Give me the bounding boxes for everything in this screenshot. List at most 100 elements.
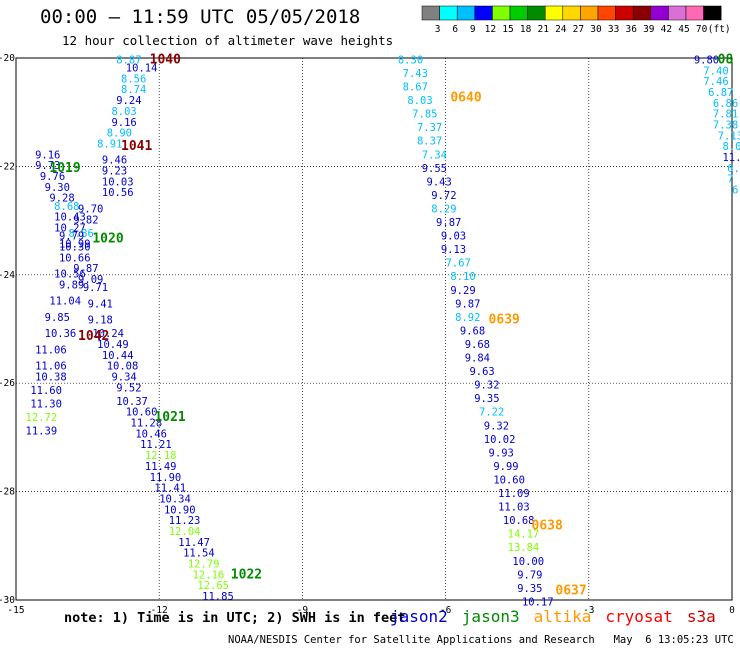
wave-height-point: 10.37 — [116, 396, 148, 408]
pass-label: 1019 — [49, 161, 80, 176]
wave-height-point: 8.74 — [121, 84, 146, 96]
wave-height-point: 9.29 — [450, 285, 475, 297]
wave-height-point: 10.38 — [35, 371, 67, 383]
pass-label: 0637 — [555, 584, 586, 599]
legend-item-jason3: jason3 — [461, 607, 520, 626]
wave-height-point: 11.49 — [145, 461, 177, 473]
wave-height-point: 9.73 — [35, 160, 60, 172]
wave-height-point: 10.44 — [102, 350, 134, 362]
wave-height-point: 10.08 — [107, 361, 139, 373]
pass-label: 1042 — [78, 329, 109, 344]
wave-height-point: 8.91 — [97, 138, 122, 150]
x-tick-label: -15 — [7, 605, 24, 616]
wave-height-point: 12.79 — [188, 558, 220, 570]
wave-height-point: 11.60 — [30, 385, 62, 397]
wave-height-point: 11.28 — [131, 418, 163, 430]
wave-height-point: 10.60 — [126, 407, 158, 419]
satellite-legend: jason2 jason3 altika cryosat s3a — [390, 607, 730, 626]
pass-label: 0638 — [532, 519, 563, 534]
wave-height-point: 11.09 — [498, 488, 530, 500]
wave-height-point: 9.52 — [116, 382, 141, 394]
wave-height-point: 9.30 — [45, 182, 70, 194]
wave-height-point: 8.87 — [116, 54, 141, 66]
wave-height-point: 8.92 — [455, 312, 480, 324]
wave-height-point: 9.18 — [88, 315, 113, 327]
scale-label: 9 — [470, 24, 476, 35]
wave-height-point: 11.21 — [140, 439, 172, 451]
wave-height-point: 11.54 — [183, 548, 215, 560]
wave-height-point: 10.43 — [54, 212, 86, 224]
wave-height-point: 8.56 — [121, 73, 146, 85]
wave-height-point: 11.47 — [178, 537, 210, 549]
wave-height-point: 9.68 — [465, 339, 490, 351]
pass-label: 0639 — [489, 313, 520, 328]
wave-height-point: 8.03 — [407, 95, 432, 107]
wave-height-point: 12.18 — [145, 450, 177, 462]
wave-height-point: 9.70 — [78, 203, 103, 215]
wave-height-point: 9.85 — [45, 312, 70, 324]
wave-height-point: 11.03 — [498, 502, 530, 514]
wave-height-point: 11.90 — [150, 472, 182, 484]
wave-height-point: 11.06 — [35, 344, 67, 356]
pass-label: 1021 — [154, 410, 185, 425]
wave-height-point: 11.06 — [35, 361, 67, 373]
pass-label: 08 — [718, 52, 734, 67]
wave-height-point: 6.86 — [713, 98, 738, 110]
scale-label: 15 — [502, 24, 513, 35]
wave-height-point: 10.14 — [126, 63, 158, 75]
wave-height-point: 9.35 — [474, 393, 499, 405]
wave-height-point: 7.46 — [703, 76, 728, 88]
wave-height-point: 9.87 — [455, 298, 480, 310]
x-tick-label: -3 — [583, 605, 594, 616]
wave-height-point: 12.65 — [197, 580, 229, 592]
wave-height-point: 8.30 — [398, 54, 423, 66]
scale-label: (ft) — [708, 24, 731, 35]
wave-height-point: 8.90 — [107, 128, 132, 140]
wave-height-point: 9.87 — [436, 217, 461, 229]
y-tick-label: -28 — [0, 487, 15, 498]
wave-height-point: 8.67 — [403, 82, 428, 94]
wave-height-point: 11.39 — [26, 426, 58, 438]
wave-height-point: 8.86 — [69, 228, 94, 240]
wave-height-point: 9.24 — [116, 95, 141, 107]
wave-height-point: 11.85 — [202, 591, 234, 603]
wave-height-point: 7.22 — [479, 407, 504, 419]
wave-height-point: 9.16 — [35, 149, 60, 161]
wave-height-point: 7.85 — [412, 109, 437, 121]
wave-height-point: 9.23 — [102, 166, 127, 178]
y-tick-label: -30 — [0, 595, 15, 606]
wave-height-point: 6 — [732, 185, 738, 197]
x-tick-label: -9 — [297, 605, 309, 616]
wave-height-point: 12.16 — [193, 569, 225, 581]
wave-height-point: 11.23 — [169, 515, 201, 527]
wave-height-point: 7.37 — [417, 122, 442, 134]
wave-height-point: 9.41 — [88, 298, 113, 310]
wave-height-point: 9.82 — [73, 214, 98, 226]
wave-height-point: 10.46 — [135, 428, 167, 440]
wave-height-point: 9.16 — [111, 117, 136, 129]
legend-item-jason2: jason2 — [390, 607, 448, 626]
wave-height-point: 9.35 — [517, 583, 542, 595]
page-subtitle: 12 hour collection of altimeter wave hei… — [62, 33, 394, 48]
wave-height-point: 7.38 — [713, 119, 738, 131]
wave-height-point: 9.43 — [427, 176, 452, 188]
wave-height-point: 12.04 — [169, 526, 201, 538]
scale-label: 70 — [696, 24, 708, 35]
footer-credit: NOAA/NESDIS Center for Satellite Applica… — [228, 634, 740, 646]
wave-height-point: 11.30 — [30, 399, 62, 411]
wave-height-point: 7.34 — [422, 149, 447, 161]
wave-height-point: 10.66 — [59, 252, 91, 264]
wave-height-point: 8.04 — [722, 141, 740, 153]
pass-label: 1022 — [231, 567, 262, 582]
pass-label: 1020 — [92, 231, 123, 246]
wave-height-point: 8.10 — [450, 271, 475, 283]
wave-height-point: 13.84 — [508, 542, 540, 554]
x-tick-label: -6 — [440, 605, 452, 616]
scale-label: 21 — [537, 24, 549, 35]
color-scale: 3 6 9 12 15 18 21 24 27 30 33 36 39 42 45 70 (ft) — [421, 5, 731, 35]
wave-height-point: 9.99 — [493, 461, 518, 473]
wave-height-point: 7.43 — [403, 68, 428, 80]
wave-height-point: 10.36 — [45, 328, 77, 340]
wave-height-point: 9.72 — [431, 190, 456, 202]
